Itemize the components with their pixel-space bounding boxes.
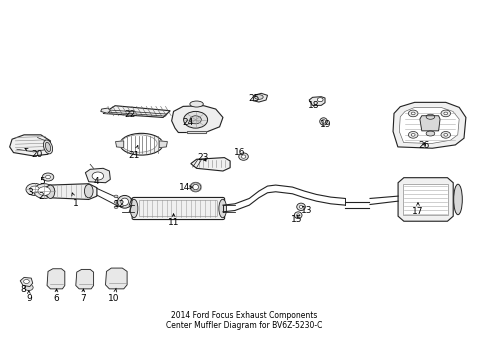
Text: 15: 15 — [290, 215, 302, 224]
Circle shape — [189, 116, 201, 124]
Circle shape — [92, 172, 103, 180]
Circle shape — [114, 195, 118, 198]
Text: 20: 20 — [25, 148, 43, 159]
Text: 2014 Ford Focus Exhaust Components
Center Muffler Diagram for BV6Z-5230-C: 2014 Ford Focus Exhaust Components Cente… — [166, 311, 322, 330]
Ellipse shape — [241, 155, 245, 158]
Polygon shape — [43, 184, 97, 199]
Ellipse shape — [254, 95, 263, 99]
Circle shape — [42, 173, 54, 181]
Text: 13: 13 — [301, 206, 312, 215]
Text: 22: 22 — [123, 109, 135, 118]
Circle shape — [114, 206, 118, 208]
Circle shape — [440, 110, 449, 117]
Text: 5: 5 — [39, 176, 44, 185]
Text: 16: 16 — [233, 148, 245, 157]
Text: 8: 8 — [20, 285, 26, 294]
Circle shape — [443, 134, 447, 136]
Polygon shape — [190, 158, 230, 171]
Text: 14: 14 — [179, 183, 193, 192]
Text: 24: 24 — [182, 118, 193, 127]
Ellipse shape — [189, 101, 203, 107]
Polygon shape — [392, 102, 465, 148]
Ellipse shape — [299, 205, 302, 208]
Circle shape — [410, 134, 414, 136]
Ellipse shape — [117, 195, 132, 208]
Circle shape — [407, 110, 417, 117]
Polygon shape — [103, 106, 170, 117]
Circle shape — [443, 112, 447, 115]
Polygon shape — [115, 141, 123, 148]
Polygon shape — [308, 97, 325, 105]
Circle shape — [38, 187, 50, 195]
Circle shape — [30, 186, 40, 193]
Polygon shape — [10, 135, 50, 156]
Polygon shape — [402, 184, 447, 215]
Polygon shape — [47, 269, 64, 289]
Ellipse shape — [296, 203, 305, 211]
Ellipse shape — [296, 214, 299, 216]
Ellipse shape — [190, 183, 201, 192]
Ellipse shape — [46, 185, 55, 198]
Text: 1: 1 — [72, 193, 79, 208]
Text: 19: 19 — [320, 120, 331, 129]
Text: 9: 9 — [26, 291, 32, 303]
Text: 25: 25 — [248, 94, 259, 103]
Ellipse shape — [453, 184, 461, 215]
Ellipse shape — [130, 199, 138, 218]
Ellipse shape — [319, 118, 327, 125]
Polygon shape — [85, 168, 110, 183]
Text: 17: 17 — [411, 203, 423, 216]
Circle shape — [24, 284, 33, 291]
Ellipse shape — [192, 184, 198, 190]
Polygon shape — [20, 278, 33, 287]
Circle shape — [183, 111, 207, 128]
Polygon shape — [419, 116, 439, 131]
Text: 11: 11 — [167, 214, 179, 228]
Polygon shape — [105, 268, 127, 289]
Text: 10: 10 — [108, 288, 120, 303]
Polygon shape — [186, 131, 206, 133]
Circle shape — [440, 131, 449, 138]
Text: 7: 7 — [80, 289, 86, 303]
Text: 3: 3 — [27, 188, 33, 197]
FancyBboxPatch shape — [132, 197, 224, 220]
Text: 4: 4 — [93, 177, 99, 186]
Circle shape — [410, 112, 414, 115]
Polygon shape — [399, 107, 458, 144]
Ellipse shape — [121, 198, 128, 206]
Ellipse shape — [84, 184, 93, 198]
Text: 2: 2 — [39, 192, 44, 201]
Circle shape — [23, 279, 29, 283]
Ellipse shape — [317, 98, 323, 102]
Polygon shape — [101, 108, 110, 113]
Ellipse shape — [294, 212, 302, 219]
Ellipse shape — [45, 142, 51, 152]
Polygon shape — [253, 93, 267, 102]
Circle shape — [407, 131, 417, 138]
Polygon shape — [159, 141, 167, 148]
Circle shape — [26, 183, 43, 195]
Text: 23: 23 — [197, 153, 208, 162]
Ellipse shape — [321, 120, 325, 123]
Polygon shape — [171, 106, 223, 132]
Ellipse shape — [425, 114, 434, 119]
Ellipse shape — [43, 140, 53, 154]
Circle shape — [45, 175, 50, 179]
Polygon shape — [397, 178, 452, 221]
Circle shape — [114, 201, 118, 203]
Ellipse shape — [238, 153, 248, 160]
Ellipse shape — [425, 131, 434, 136]
Ellipse shape — [120, 133, 163, 155]
Ellipse shape — [121, 135, 157, 152]
Polygon shape — [76, 269, 93, 289]
Circle shape — [34, 184, 55, 198]
Text: 6: 6 — [53, 289, 59, 303]
Text: 21: 21 — [128, 146, 140, 161]
Text: 26: 26 — [418, 141, 429, 150]
Ellipse shape — [219, 199, 226, 218]
Text: 18: 18 — [307, 101, 319, 110]
Text: 12: 12 — [114, 200, 125, 209]
